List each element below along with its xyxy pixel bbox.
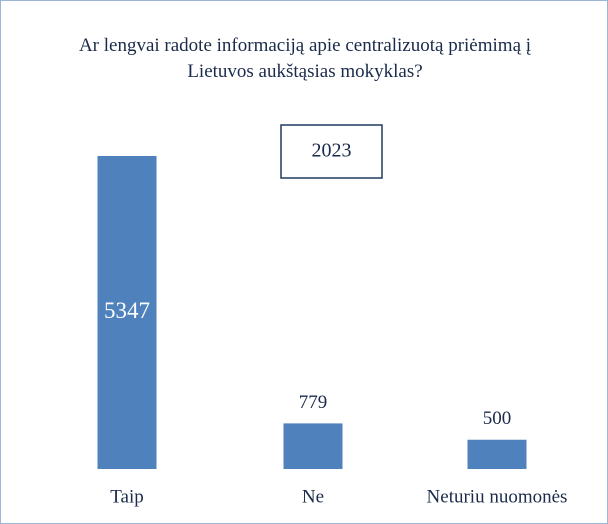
bar xyxy=(467,439,527,469)
data-label: 500 xyxy=(483,408,512,429)
bar xyxy=(283,423,343,469)
annotation-box xyxy=(280,124,383,179)
data-label: 779 xyxy=(299,392,328,413)
data-label: 5347 xyxy=(104,298,150,323)
annotation: 2023 xyxy=(312,140,352,162)
x-tick-label: Ne xyxy=(302,486,324,507)
chart-title: Ar lengvai radote informaciją apie centr… xyxy=(78,35,532,82)
bar xyxy=(97,156,157,469)
x-tick-label: Taip xyxy=(110,486,144,507)
x-tick-label: Neturiu nuomonės xyxy=(427,486,568,507)
